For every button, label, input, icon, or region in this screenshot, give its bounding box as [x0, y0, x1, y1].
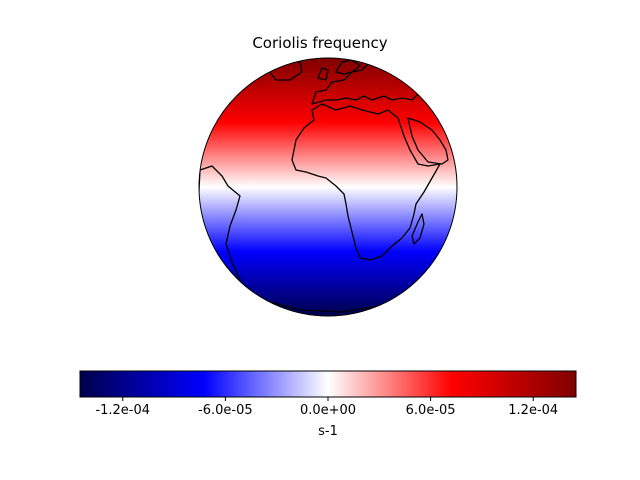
- coastline-madagascar: [411, 213, 425, 245]
- coastline-arabia: [407, 117, 449, 165]
- colorbar: [79, 370, 577, 401]
- colorbar-tick-label: -6.0e-05: [198, 403, 253, 418]
- coastline-africa: [291, 103, 441, 261]
- colorbar-gradient: [80, 371, 576, 397]
- colorbar-tick-label: -1.2e-04: [95, 403, 151, 418]
- globe: [198, 57, 458, 317]
- globe-outline: [198, 57, 458, 317]
- coastline-british-isles: [317, 67, 329, 81]
- colorbar-tick-label: 6.0e-05: [405, 403, 456, 418]
- colorbar-label: s-1: [318, 424, 338, 439]
- map-title: Coriolis frequency: [252, 34, 388, 52]
- coriolis-field: [199, 58, 457, 316]
- colorbar-tick-label: 1.2e-04: [508, 403, 559, 418]
- colorbar-tick-label: 0.0e+00: [299, 403, 357, 418]
- coastline-scandinavia: [335, 59, 361, 75]
